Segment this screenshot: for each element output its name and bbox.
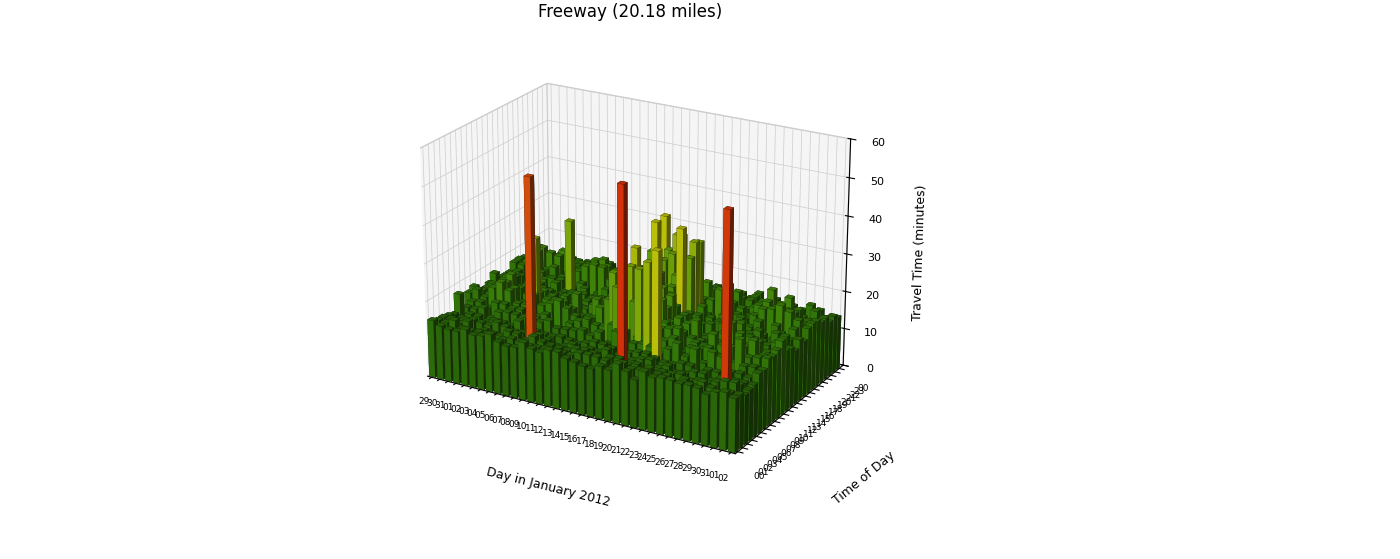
X-axis label: Day in January 2012: Day in January 2012	[484, 465, 612, 509]
Y-axis label: Time of Day: Time of Day	[830, 448, 897, 506]
Title: Freeway (20.18 miles): Freeway (20.18 miles)	[538, 3, 722, 21]
